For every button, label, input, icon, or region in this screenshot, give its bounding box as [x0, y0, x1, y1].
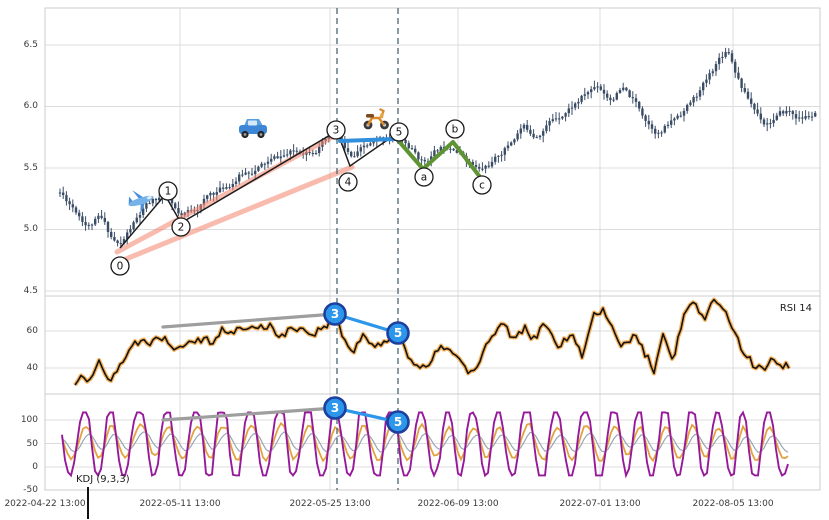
- kdj-layer: [61, 410, 789, 479]
- kdj-d-line: [61, 431, 789, 453]
- kdj-axis-tick: 100: [20, 415, 38, 425]
- wave-circle-4: [338, 172, 358, 192]
- wave-label-1: 1: [165, 186, 172, 198]
- price-axis-tick: 5.0: [23, 224, 38, 234]
- rsi-line: [74, 298, 790, 386]
- wave-label-0: 0: [117, 261, 124, 273]
- wave-label-b: b: [452, 124, 459, 136]
- abc-correction-line: [394, 136, 482, 179]
- gray-connector-line: [161, 312, 337, 329]
- grid-layer: [44, 7, 821, 491]
- kdj-k-line: [61, 421, 789, 463]
- scooter-icon: [363, 108, 389, 130]
- pivot-marker-3: [323, 302, 347, 326]
- rsi-panel-title: RSI 14: [779, 303, 812, 314]
- wave-circle-2: [171, 217, 191, 237]
- rsi-line-glow: [73, 297, 791, 387]
- price-annotation-layer: [114, 129, 482, 264]
- rsi-layer: [73, 297, 791, 387]
- wave-circle-c: [472, 175, 492, 195]
- wave-label-c: c: [479, 180, 485, 192]
- wave-circle-a: [414, 167, 434, 187]
- wave-label-5: 5: [396, 127, 403, 139]
- wave-label-2: 2: [178, 222, 185, 234]
- wave-label-a: a: [421, 172, 427, 184]
- impulse-wave-line: [119, 129, 397, 249]
- x-axis-tick: 2022-04-22 13:00: [4, 499, 86, 509]
- kdj-panel-title: KDJ (9,3,3): [76, 474, 130, 485]
- x-axis-tick: 2022-06-09 13:00: [417, 499, 499, 509]
- pivot-marker-label-5: 5: [394, 415, 402, 429]
- pivot-marker-5: [386, 410, 410, 434]
- wave-circle-3: [326, 120, 346, 140]
- pivot-marker-layer: 3 5 3 5: [323, 302, 410, 434]
- price-axis-tick: 6.0: [23, 101, 38, 111]
- segment-3-5-line: [338, 137, 396, 143]
- icon-layer: [128, 108, 389, 215]
- price-axis-tick: 4.5: [23, 286, 38, 296]
- pivot-marker-5: [386, 321, 410, 345]
- wave-circle-0: [110, 256, 130, 276]
- pivot-marker-label-3: 3: [331, 401, 339, 415]
- x-axis-tick: 2022-05-11 13:00: [139, 499, 221, 509]
- car-icon: [239, 119, 267, 139]
- x-axis-tick: 2022-05-25 13:00: [289, 499, 371, 509]
- pivot-marker-label-5: 5: [394, 326, 402, 340]
- trend-channel-line: [114, 131, 341, 255]
- rsi-axis-tick: 40: [26, 363, 38, 373]
- price-axis-tick: 6.5: [23, 40, 38, 50]
- pivot-marker-label-3: 3: [331, 307, 339, 321]
- wave-label-layer: 0 1 2 3 4 5 a b c: [110, 119, 492, 276]
- kdj-j-line: [61, 410, 789, 479]
- trend-channel-line: [118, 164, 355, 264]
- wave-circle-b: [445, 119, 465, 139]
- gray-connector-line: [161, 406, 337, 422]
- wave-circle-5: [389, 122, 409, 142]
- candlestick-layer: [58, 47, 817, 247]
- wave-label-3: 3: [333, 125, 340, 137]
- kdj-axis-tick: 50: [26, 439, 38, 449]
- wave-circle-1: [158, 181, 178, 201]
- kdj-axis-tick: 0: [32, 462, 38, 472]
- kdj-axis-tick: -50: [23, 485, 38, 495]
- price-axis-tick: 5.5: [23, 163, 38, 173]
- x-axis-tick: 2022-07-01 13:00: [559, 499, 641, 509]
- pivot-marker-3: [323, 396, 347, 420]
- wave-label-4: 4: [345, 177, 352, 189]
- rsi-axis-tick: 60: [26, 326, 38, 336]
- x-axis-tick: 2022-08-05 13:00: [692, 499, 774, 509]
